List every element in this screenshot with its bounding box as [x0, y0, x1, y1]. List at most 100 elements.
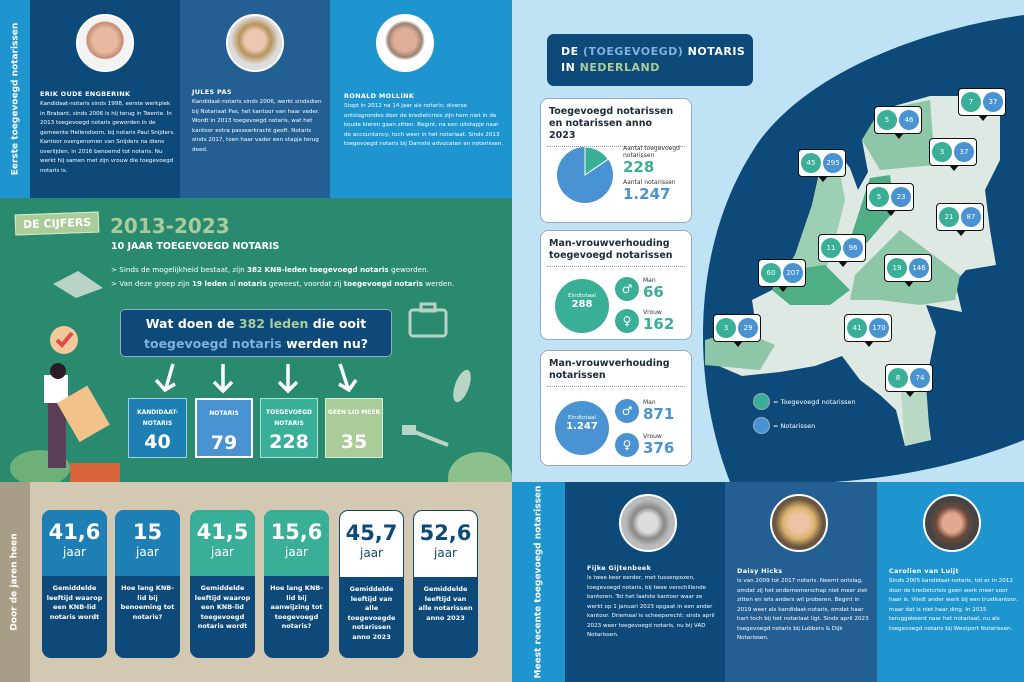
figures-bullet-1: > Sinds de mogelijkheid bestaat, zijn 38… — [111, 265, 429, 274]
arrow-icon — [154, 363, 176, 393]
man-value: 66 — [643, 283, 664, 301]
notaries-count: 170 — [869, 318, 889, 338]
card-totals: Toegevoegd notarissen en notarissen anno… — [540, 98, 692, 223]
briefcase-icon — [408, 302, 448, 338]
text: DE — [561, 45, 583, 58]
woman-value: 376 — [643, 439, 675, 457]
woman-icon: ♀ — [615, 433, 639, 457]
text-bold: 19 leden — [192, 279, 227, 288]
region-bubble[interactable]: 3 37 — [929, 138, 977, 171]
profile-text: Sinds 2005 kandidaat-notaris, tot er in … — [889, 578, 1019, 632]
profile-carolien: Carolien van Luijt Sinds 2005 kandidaat-… — [877, 482, 1024, 682]
profile-photo — [923, 494, 981, 552]
age-unit: jaar — [136, 545, 159, 559]
region-bubble[interactable]: 11 96 — [818, 234, 866, 267]
profile-photo — [619, 494, 677, 552]
legend-swatch — [753, 417, 770, 434]
profile-photo — [226, 14, 284, 72]
legend-added: = Toegevoegd notarissen — [753, 393, 856, 410]
profile-daisy: Daisy Hicks Is van 2009 tot 2017 notaris… — [725, 482, 877, 682]
man-label: Man — [643, 399, 656, 406]
card-gender-added: Man-vrouwverhouding toegevoegd notarisse… — [540, 230, 692, 340]
outcome-value: 79 — [210, 432, 238, 454]
profile-text: Is twee keer eerder, met tussenpozen, to… — [587, 575, 715, 638]
region-bubble[interactable]: 19 146 — [884, 254, 932, 287]
text: die ooit — [308, 316, 367, 331]
card-gender-notaries: Man-vrouwverhouding notarissen Eindtotaa… — [540, 350, 692, 466]
age-card: 52,6 jaar Gemiddelde leeftijd van alle n… — [413, 510, 478, 658]
total-label: Eindtotaal — [568, 415, 596, 421]
notaries-count: 87 — [961, 207, 981, 227]
legend-label: = Toegevoegd notarissen — [773, 397, 856, 406]
over-years-sidebar: Door de jaren heen — [0, 482, 30, 682]
profile-name: Fijke Gijtenbeek — [587, 564, 652, 572]
notaries-count: 96 — [843, 238, 863, 258]
age-description: Gemiddelde leeftijd waarop een KNB-lid n… — [46, 584, 103, 621]
region-bubble[interactable]: 21 87 — [936, 203, 984, 236]
text: werden. — [422, 279, 455, 288]
profile-photo — [76, 14, 134, 72]
profile-text: Kandidaat-notaris sinds 1998, eerste wer… — [40, 101, 175, 174]
notary-stamp-illustration — [10, 363, 120, 482]
age-unit: jaar — [211, 545, 234, 559]
outcome-value: 40 — [144, 431, 171, 453]
netherlands-map — [705, 96, 1000, 446]
age-description: Gemiddelde leeftijd van alle toegevoegde… — [347, 585, 396, 641]
plant-icon — [448, 452, 512, 482]
text-highlight: toegevoegd notaris — [144, 336, 282, 351]
region-bubble[interactable]: 5 46 — [874, 106, 922, 139]
label-added: Aantal toegevoegd notarissen — [623, 145, 680, 159]
arrow-icon — [277, 364, 299, 394]
figures-years: 2013-2023 — [110, 214, 230, 238]
region-bubble[interactable]: 60 207 — [758, 259, 806, 292]
text: NOTARIS — [683, 45, 746, 58]
arrows — [154, 363, 358, 394]
region-bubble[interactable]: 3 29 — [713, 314, 761, 347]
age-unit: jaar — [360, 546, 383, 560]
card-title: Toegevoegd notarissen en notarissen anno… — [547, 99, 685, 147]
region-bubble[interactable]: 45 295 — [798, 149, 846, 182]
notaries-count: 23 — [891, 187, 911, 207]
added-count: 41 — [847, 318, 867, 338]
value-added: 228 — [623, 158, 655, 176]
age-card: 15,6 jaar Hoe lang KNB-lid bij aanwijzin… — [264, 510, 329, 658]
added-count: 3 — [716, 318, 736, 338]
outcome-value: 228 — [269, 431, 309, 453]
text-highlight: 382 leden — [238, 316, 309, 331]
text-highlight: NEDERLAND — [579, 61, 660, 74]
checkmark-bubble-icon — [50, 326, 78, 354]
added-count: 60 — [761, 263, 781, 283]
region-bubble[interactable]: 8 74 — [885, 364, 933, 397]
pie-chart — [557, 146, 613, 203]
profile-jules: JULES PAS Kandidaat-notaris sinds 2006, … — [180, 0, 330, 198]
woman-label: Vrouw — [643, 309, 662, 316]
text: IN — [561, 61, 580, 74]
notaries-count: 46 — [899, 110, 919, 130]
legend-swatch — [753, 393, 770, 410]
region-bubble[interactable]: 7 37 — [958, 88, 1006, 121]
added-count: 5 — [877, 110, 897, 130]
age-value: 52,6 — [419, 521, 472, 545]
added-count: 3 — [932, 142, 952, 162]
profile-name: JULES PAS — [192, 88, 232, 96]
text: al — [227, 279, 238, 288]
profile-name: RONALD MOLLINK — [344, 92, 415, 100]
added-count: 19 — [887, 258, 907, 278]
outcome-box: GEEN LID MEER 35 — [325, 398, 383, 458]
recent-label: Meest recente toegevoegd notarissen — [533, 485, 544, 679]
age-value: 15,6 — [270, 520, 323, 544]
woman-icon: ♀ — [615, 309, 639, 333]
profile-photo — [376, 14, 434, 72]
profile-photo — [770, 494, 828, 552]
legend-notaries: = Notarissen — [753, 417, 815, 434]
card-title: Man-vrouwverhouding notarissen — [547, 351, 685, 387]
outcome-label: NOTARIS — [209, 410, 239, 417]
profile-text: Is van 2009 tot 2017 notaris. Neemt onts… — [737, 578, 869, 641]
region-bubble[interactable]: 5 23 — [866, 183, 914, 216]
region-bubble[interactable]: 41 170 — [844, 314, 892, 347]
text: > Van deze groep zijn — [111, 279, 193, 288]
total-label: Eindtotaal — [568, 293, 596, 299]
age-card: 15 jaar Hoe lang KNB-lid bij benoeming t… — [115, 510, 180, 658]
outcome-box: NOTARIS 79 — [195, 398, 253, 458]
age-description: Gemiddelde leeftijd waarop een KNB-lid t… — [194, 584, 251, 630]
